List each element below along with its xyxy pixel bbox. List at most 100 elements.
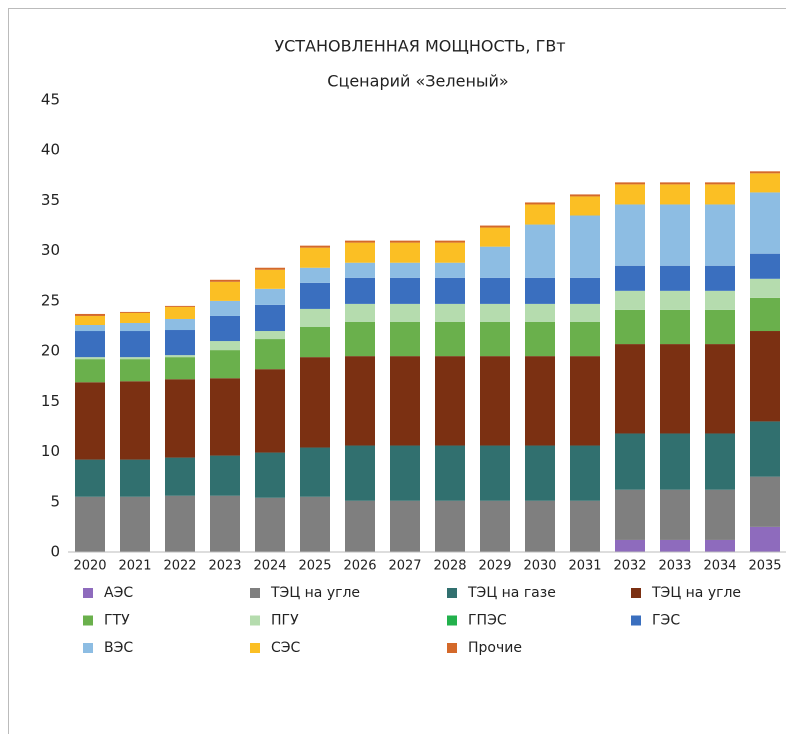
bar-segment	[300, 282, 330, 309]
bar-segment	[705, 309, 735, 345]
bar-segment	[255, 269, 285, 289]
bar-segment	[660, 539, 690, 552]
bar-segment	[525, 303, 555, 322]
bar-segment	[705, 489, 735, 540]
bar-segment	[120, 331, 150, 358]
bar-segment	[75, 382, 105, 460]
chart-subtitle: Сценарий «Зеленый»	[327, 72, 508, 91]
bar-segment	[705, 184, 735, 205]
legend-label: Прочие	[468, 640, 522, 656]
x-tick-label: 2027	[388, 559, 421, 574]
bar-segment	[165, 457, 195, 496]
bar-segment	[570, 303, 600, 322]
bar-segment	[390, 262, 420, 278]
chart-title: УСТАНОВЛЕННАЯ МОЩНОСТЬ, ГВт	[274, 37, 565, 56]
bar-segment	[705, 182, 735, 185]
y-tick-label: 45	[41, 91, 60, 109]
bar-segment	[480, 246, 510, 278]
bar-segment	[660, 204, 690, 266]
legend-label: СЭС	[271, 640, 301, 656]
y-tick-label: 10	[41, 442, 60, 460]
x-tick-label: 2030	[523, 559, 556, 574]
chart-frame	[8, 8, 786, 734]
bar-segment	[390, 445, 420, 501]
bar-segment	[435, 356, 465, 446]
bar-segment	[210, 378, 240, 456]
bar-segment	[345, 262, 375, 278]
bar-segment	[120, 311, 150, 313]
x-tick-label: 2024	[253, 559, 286, 574]
legend-label: ТЭЦ на угле	[270, 585, 360, 601]
bar-segment	[705, 344, 735, 434]
x-tick-label: 2022	[163, 559, 196, 574]
bar-segment	[525, 204, 555, 225]
x-tick-label: 2034	[703, 559, 736, 574]
bar-segment	[255, 331, 285, 340]
bar-segment	[570, 196, 600, 216]
bar-segment	[255, 339, 285, 370]
bar-segment	[120, 459, 150, 497]
bar-segment	[750, 421, 780, 477]
bar-segment	[615, 344, 645, 434]
bar-segment	[210, 315, 240, 342]
bar-segment	[570, 500, 600, 552]
bar-segment	[120, 322, 150, 332]
bar-segment	[75, 496, 105, 552]
bar-segment	[615, 265, 645, 291]
bar-segment	[660, 290, 690, 310]
bar-segment	[390, 500, 420, 552]
bar-segment	[210, 495, 240, 552]
bar-segment	[750, 297, 780, 332]
bar-segment	[255, 452, 285, 498]
bar-segment	[75, 359, 105, 383]
bar-segment	[345, 356, 375, 446]
x-tick-label: 2020	[73, 559, 106, 574]
x-tick-label: 2028	[433, 559, 466, 574]
bar-segment	[165, 318, 195, 331]
bar-segment	[120, 357, 150, 360]
bar-segment	[165, 355, 195, 358]
bar-segment	[120, 381, 150, 460]
y-tick-label: 40	[41, 141, 60, 159]
bar-segment	[210, 455, 240, 496]
bar-segment	[615, 309, 645, 345]
bar-segment	[435, 262, 465, 278]
bar-segment	[660, 344, 690, 434]
bar-segment	[660, 309, 690, 345]
y-tick-label: 15	[41, 392, 60, 410]
bar-segment	[435, 242, 465, 263]
legend-marker	[250, 643, 260, 653]
legend-marker	[83, 643, 93, 653]
bar-segment	[390, 242, 420, 263]
bar-segment	[480, 225, 510, 228]
bar-segment	[255, 267, 285, 270]
bar-segment	[660, 182, 690, 185]
bar-segment	[615, 433, 645, 490]
bar-segment	[210, 341, 240, 351]
bar-segment	[345, 303, 375, 322]
y-tick-label: 25	[41, 291, 60, 309]
bar-segment	[120, 496, 150, 552]
x-tick-label: 2023	[208, 559, 241, 574]
bar-segment	[75, 313, 105, 316]
bar-segment	[435, 445, 465, 501]
bar-segment	[525, 500, 555, 552]
bar-segment	[570, 194, 600, 197]
x-tick-label: 2021	[118, 559, 151, 574]
bar-segment	[300, 308, 330, 328]
bar-segment	[435, 240, 465, 243]
legend-marker	[250, 615, 260, 626]
bar-segment	[525, 224, 555, 278]
bar-segment	[525, 356, 555, 446]
x-tick-label: 2029	[478, 559, 511, 574]
bar-segment	[210, 279, 240, 282]
bar-segment	[300, 357, 330, 448]
bar-segment	[300, 327, 330, 358]
y-tick-label: 30	[41, 241, 60, 259]
bar-segment	[210, 350, 240, 379]
bar-segment	[390, 321, 420, 357]
bar-segment	[300, 447, 330, 497]
bar-segment	[750, 331, 780, 422]
bar-segment	[705, 204, 735, 266]
bar-segment	[300, 267, 330, 283]
